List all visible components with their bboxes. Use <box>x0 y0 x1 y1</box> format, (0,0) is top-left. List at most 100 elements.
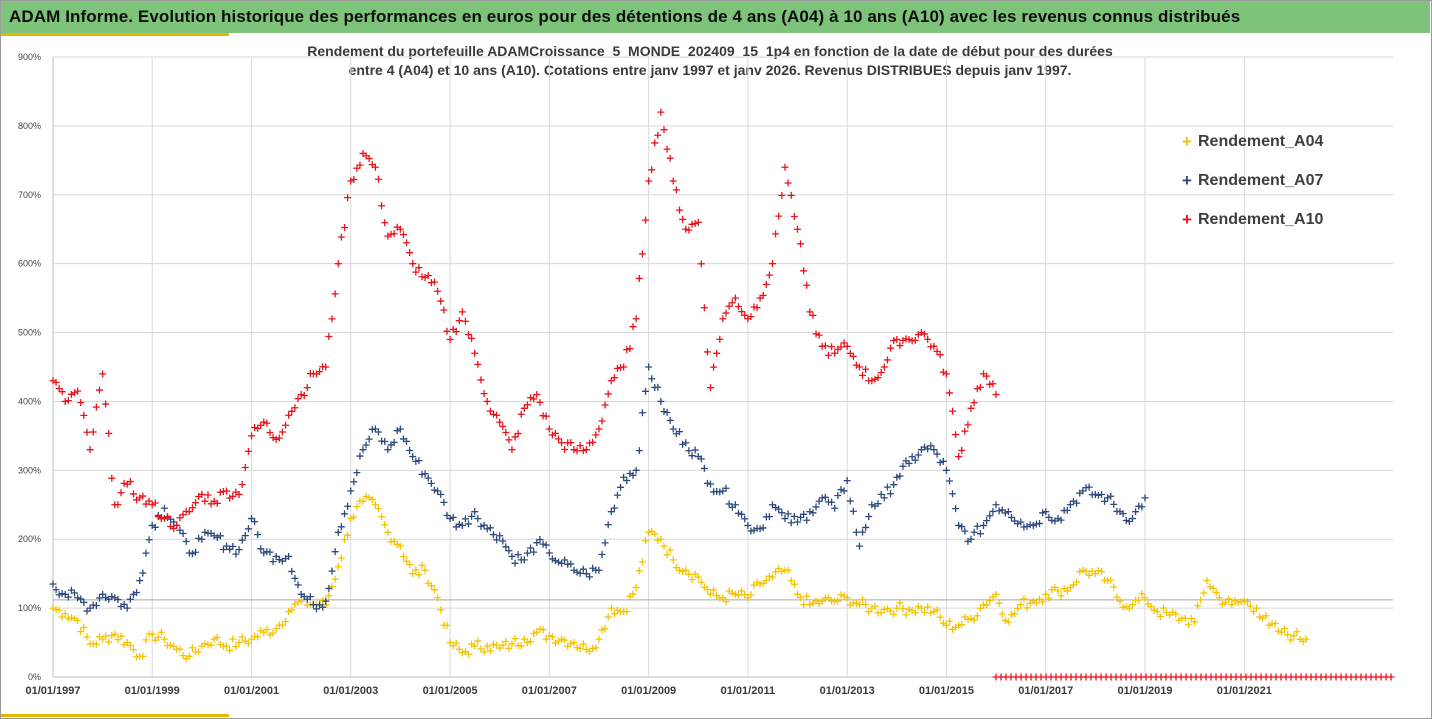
rendement-a04-marker <box>278 621 286 629</box>
rendement-a07-marker <box>201 528 209 536</box>
rendement-a10-marker <box>952 431 960 439</box>
rendement-a07-marker <box>449 513 457 521</box>
rendement-a07-marker <box>573 568 581 576</box>
rendement-a07-marker <box>620 473 628 481</box>
rendement-a04-marker <box>61 610 69 618</box>
rendement-a10-marker <box>486 407 494 415</box>
rendement-a04-marker <box>1277 628 1285 636</box>
rendement-a04-marker <box>83 633 91 641</box>
rendement-a04-marker <box>1243 598 1251 606</box>
rendement-a04-marker <box>669 556 677 564</box>
rendement-a07-marker <box>527 544 535 552</box>
rendement-a10-marker <box>638 250 646 258</box>
rendement-a04-marker <box>1184 621 1192 629</box>
rendement-a10-marker <box>198 490 206 498</box>
rendement-a04-marker <box>1191 618 1199 626</box>
rendement-a10-marker <box>142 500 150 508</box>
rendement-a04-marker <box>517 642 525 650</box>
rendement-a04-marker <box>353 503 361 511</box>
rendement-a07-marker <box>421 470 429 478</box>
rendement-a10-marker <box>530 395 538 403</box>
rendement-a07-marker <box>784 510 792 518</box>
rendement-a10-marker <box>893 335 901 343</box>
rendement-a07-marker <box>1122 516 1130 524</box>
rendement-a07-marker <box>949 490 957 498</box>
rendement-a10-marker <box>958 446 966 454</box>
rendement-a10-marker <box>356 161 364 169</box>
rendement-a10-marker <box>176 514 184 522</box>
rendement-a07-marker <box>542 541 550 549</box>
rendement-a07-marker <box>1073 499 1081 507</box>
rendement-a07-marker <box>496 532 504 540</box>
rendement-a04-marker <box>703 586 711 594</box>
rendement-a10-marker <box>651 139 659 147</box>
rendement-a10-marker <box>129 490 137 498</box>
rendement-a04-marker <box>893 604 901 612</box>
rendement-a04-marker <box>958 621 966 629</box>
rendement-a07-marker <box>120 600 128 608</box>
rendement-a04-marker <box>1228 601 1236 609</box>
rendement-a07-marker <box>554 558 562 566</box>
rendement-a07-marker <box>493 536 501 544</box>
rendement-a04-marker <box>1209 584 1217 592</box>
rendement-a10-marker <box>961 427 969 435</box>
rendement-a07-marker <box>778 509 786 517</box>
rendement-a10-marker <box>821 342 829 350</box>
rendement-a10-marker <box>334 260 342 268</box>
rendement-a10-marker <box>576 442 584 450</box>
rendement-a10-marker <box>275 434 283 442</box>
rendement-a04-marker <box>905 605 913 613</box>
rendement-a10-marker <box>114 501 122 509</box>
rendement-a10-marker <box>499 422 507 430</box>
rendement-a10-marker <box>117 489 125 497</box>
rendement-a10-marker <box>657 108 665 116</box>
rendement-a07-marker <box>834 492 842 500</box>
rendement-a04-marker <box>1125 604 1133 612</box>
rendement-a04-marker <box>797 594 805 602</box>
rendement-a10-marker <box>502 429 510 437</box>
rendement-a04-marker <box>269 629 277 637</box>
rendement-a07-marker <box>430 486 438 494</box>
rendement-a04-marker <box>706 590 714 598</box>
rendement-a07-marker <box>629 471 637 479</box>
rendement-a07-marker <box>160 504 168 512</box>
rendement-a10-marker <box>828 343 836 351</box>
rendement-a04-marker <box>126 641 134 649</box>
rendement-a10-marker <box>936 351 944 359</box>
rendement-a04-marker <box>917 604 925 612</box>
rendement-a10-marker <box>589 438 597 446</box>
rendement-a10-marker <box>716 335 724 343</box>
rendement-a10-marker <box>263 419 271 427</box>
rendement-a10-marker <box>266 429 274 437</box>
rendement-a07-marker <box>688 452 696 460</box>
rendement-a04-marker <box>229 635 237 643</box>
rendement-a04-marker <box>362 492 370 500</box>
rendement-a10-marker <box>278 428 286 436</box>
rendement-a10-marker <box>797 240 805 248</box>
rendement-a07-marker <box>139 569 147 577</box>
rendement-a04-marker <box>520 635 528 643</box>
rendement-a04-marker <box>1250 608 1257 616</box>
rendement-a04-marker <box>911 609 919 617</box>
rendement-a07-marker <box>846 497 854 505</box>
y-tick-label: 900% <box>18 52 41 62</box>
rendement-a07-marker <box>868 501 876 509</box>
rendement-a04-marker <box>1271 620 1279 628</box>
rendement-a04-marker <box>511 635 519 643</box>
rendement-a04-marker <box>393 540 401 548</box>
rendement-a07-marker <box>477 522 485 530</box>
rendement-a04-marker <box>651 530 659 538</box>
rendement-a04-marker <box>325 592 333 600</box>
rendement-a10-marker <box>840 339 848 347</box>
rendement-a07-marker <box>52 586 60 594</box>
rendement-a10-marker <box>399 231 407 239</box>
rendement-a07-marker <box>1101 497 1109 505</box>
rendement-a07-marker <box>514 551 522 559</box>
rendement-a10-marker <box>126 478 134 486</box>
rendement-a07-marker <box>961 527 969 535</box>
rendement-a04-marker <box>1234 599 1242 607</box>
rendement-a10-marker <box>527 394 535 402</box>
rendement-a04-marker <box>862 600 870 608</box>
rendement-a04-marker <box>226 646 234 654</box>
rendement-a04-marker <box>1051 583 1059 591</box>
